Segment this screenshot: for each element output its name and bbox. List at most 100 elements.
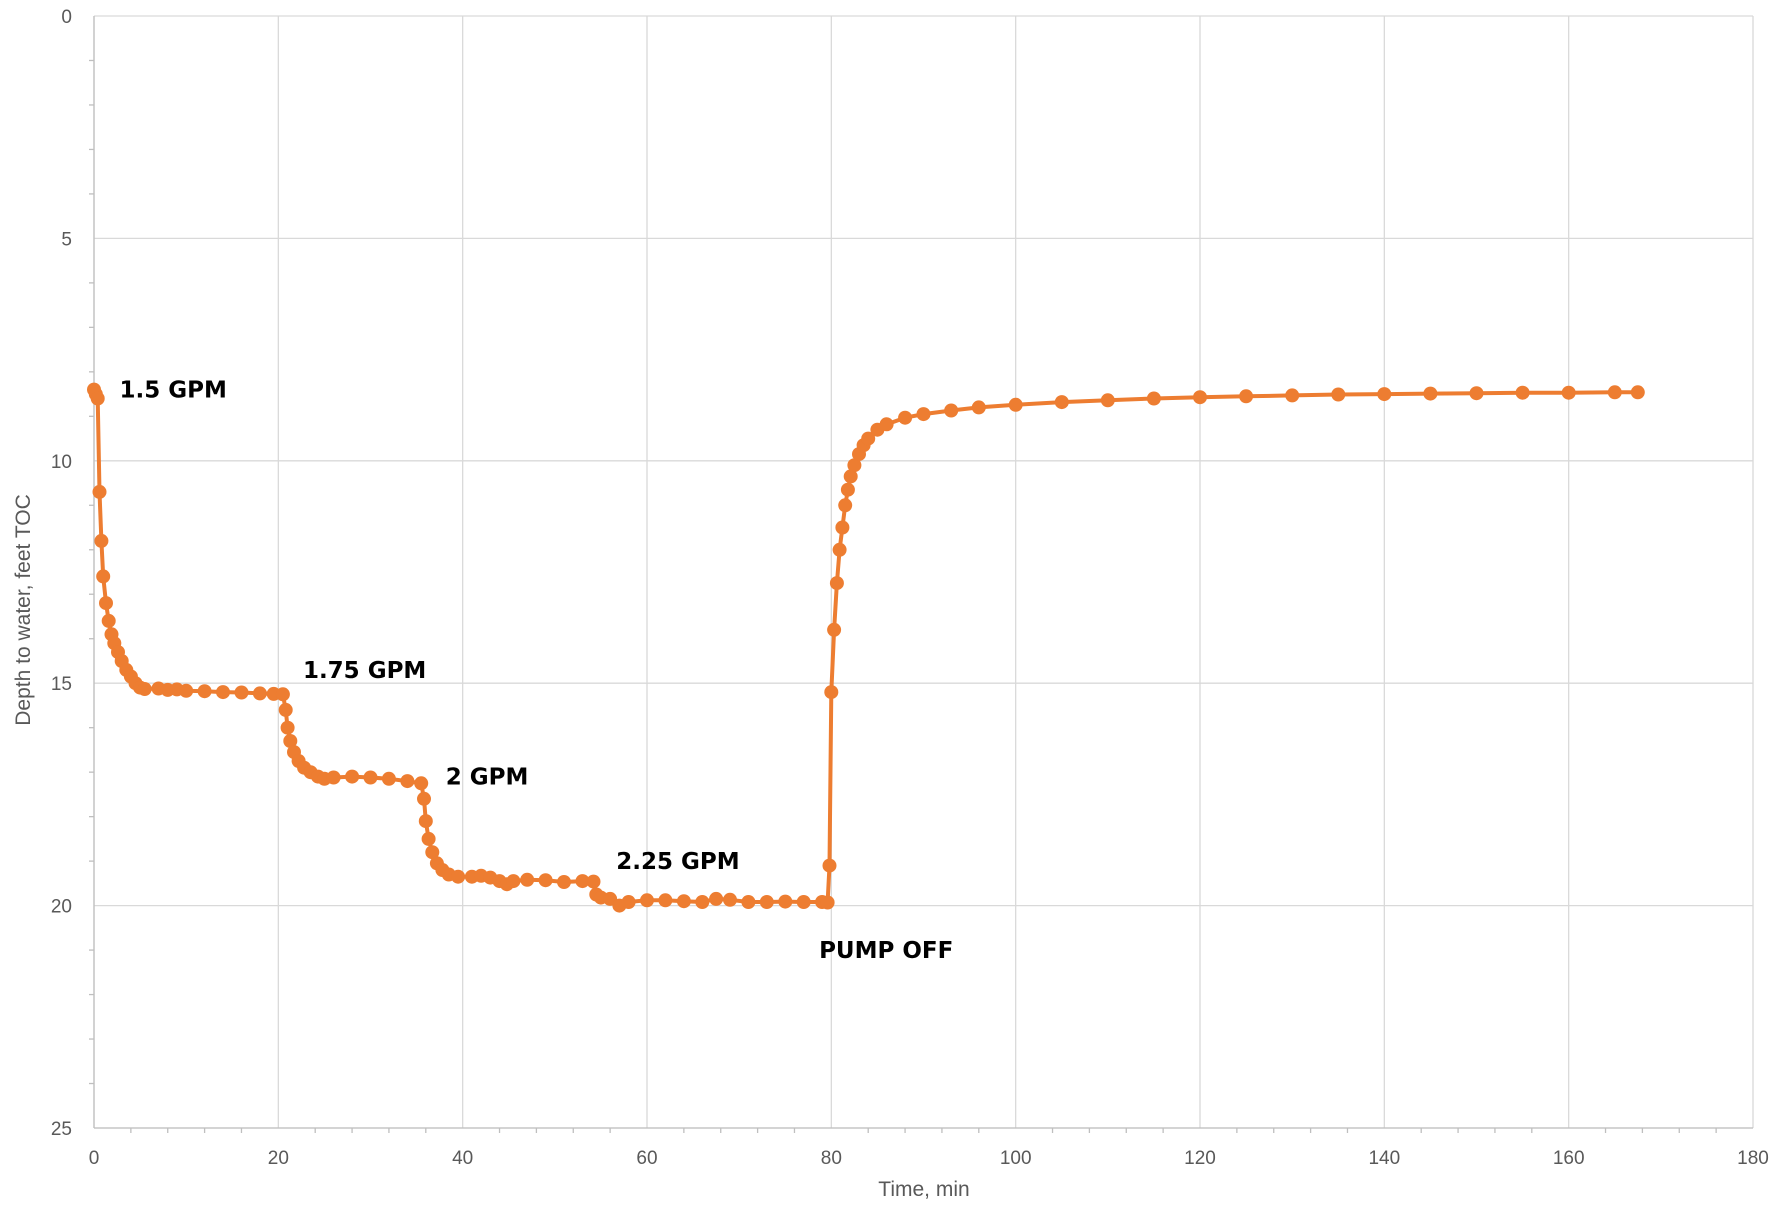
- data-point: [381, 771, 396, 786]
- x-tick-label: 0: [89, 1148, 100, 1169]
- data-point: [418, 814, 433, 829]
- data-point: [283, 734, 298, 748]
- data-point: [363, 770, 378, 785]
- data-point: [1607, 385, 1622, 400]
- data-point: [971, 400, 986, 415]
- x-tick-label: 60: [636, 1148, 657, 1169]
- axes: [89, 16, 1753, 1133]
- data-point: [575, 874, 590, 889]
- data-point: [538, 873, 553, 888]
- data-point: [1515, 385, 1530, 400]
- gridlines: [93, 15, 1754, 1129]
- data-point: [1377, 387, 1392, 402]
- x-tick-label: 40: [452, 1148, 473, 1169]
- data-point: [1469, 386, 1484, 401]
- data-point: [425, 845, 440, 860]
- data-point: [1008, 397, 1023, 412]
- data-point: [451, 869, 466, 884]
- y-axis-title: Depth to water, feet TOC: [12, 494, 35, 726]
- data-point: [832, 542, 847, 557]
- data-point: [916, 407, 931, 422]
- annotation-label: 1.75 GPM: [303, 658, 426, 684]
- annotation-label: PUMP OFF: [819, 938, 953, 964]
- data-point: [1100, 393, 1115, 408]
- data-point: [417, 791, 431, 806]
- data-point: [326, 770, 341, 785]
- tick-labels: 0 20 40 60 80 100 120 140 160 180 0 5 10 15 20 25: [51, 7, 1769, 1169]
- data-point: [345, 769, 360, 784]
- data-point: [275, 687, 290, 702]
- y-tick-label: 25: [51, 1119, 72, 1140]
- data-point: [723, 892, 737, 907]
- data-point: [1146, 391, 1161, 406]
- data-point: [1054, 395, 1069, 410]
- data-point: [640, 893, 654, 908]
- data-point: [820, 895, 835, 910]
- data-point: [1331, 387, 1346, 402]
- data-point: [829, 576, 844, 591]
- data-point: [1285, 388, 1300, 403]
- annotation-label: 2.25 GPM: [616, 849, 739, 875]
- y-tick-label: 20: [51, 897, 72, 918]
- data-point: [676, 894, 691, 909]
- y-tick-label: 5: [61, 229, 72, 250]
- data-point: [216, 685, 230, 700]
- data-point: [1193, 390, 1207, 405]
- data-point: [861, 431, 876, 446]
- x-axis-title: Time, min: [878, 1178, 969, 1201]
- data-point: [824, 685, 839, 700]
- x-tick-label: 160: [1553, 1148, 1585, 1169]
- data-point: [695, 895, 710, 909]
- x-tick-label: 120: [1184, 1148, 1216, 1169]
- data-point: [658, 893, 673, 908]
- y-tick-label: 15: [51, 674, 72, 695]
- data-point: [1239, 389, 1254, 404]
- data-point: [898, 410, 913, 425]
- data-point: [827, 622, 842, 637]
- data-point: [234, 685, 249, 700]
- data-point: [835, 520, 850, 535]
- x-tick-label: 20: [268, 1148, 289, 1169]
- data-point: [709, 891, 724, 906]
- data-series: [87, 382, 1645, 913]
- data-point: [621, 895, 636, 909]
- data-point: [94, 533, 109, 548]
- data-point: [101, 613, 116, 628]
- y-tick-label: 10: [51, 452, 72, 473]
- data-point: [278, 702, 293, 717]
- x-tick-label: 80: [821, 1148, 842, 1169]
- data-point: [879, 417, 894, 432]
- annotations: 1.5 GPM 1.75 GPM 2 GPM 2.25 GPM PUMP OFF: [120, 378, 954, 964]
- data-point: [280, 720, 295, 735]
- data-point: [520, 872, 535, 887]
- y-tick-label: 0: [61, 7, 72, 28]
- data-point: [843, 469, 858, 484]
- series-line: [92, 388, 1638, 908]
- data-point: [778, 894, 793, 909]
- data-point: [944, 403, 959, 418]
- data-point: [414, 776, 429, 791]
- data-point: [137, 682, 152, 696]
- data-point: [179, 683, 194, 698]
- data-point: [557, 875, 571, 889]
- data-point: [99, 596, 113, 611]
- data-point: [822, 858, 837, 873]
- data-point: [759, 895, 774, 909]
- annotation-label: 2 GPM: [446, 765, 529, 791]
- data-point: [421, 831, 436, 846]
- data-point: [1630, 385, 1645, 400]
- data-point: [400, 774, 415, 789]
- x-tick-label: 180: [1737, 1148, 1769, 1169]
- data-point: [838, 498, 853, 513]
- data-point: [847, 458, 862, 473]
- data-point: [586, 874, 601, 889]
- data-point: [796, 895, 811, 909]
- data-point: [840, 482, 855, 497]
- data-point: [1561, 385, 1576, 400]
- data-point: [741, 895, 756, 909]
- data-point: [90, 391, 105, 406]
- data-point: [252, 686, 267, 701]
- data-point: [1423, 386, 1438, 401]
- data-point: [197, 684, 212, 699]
